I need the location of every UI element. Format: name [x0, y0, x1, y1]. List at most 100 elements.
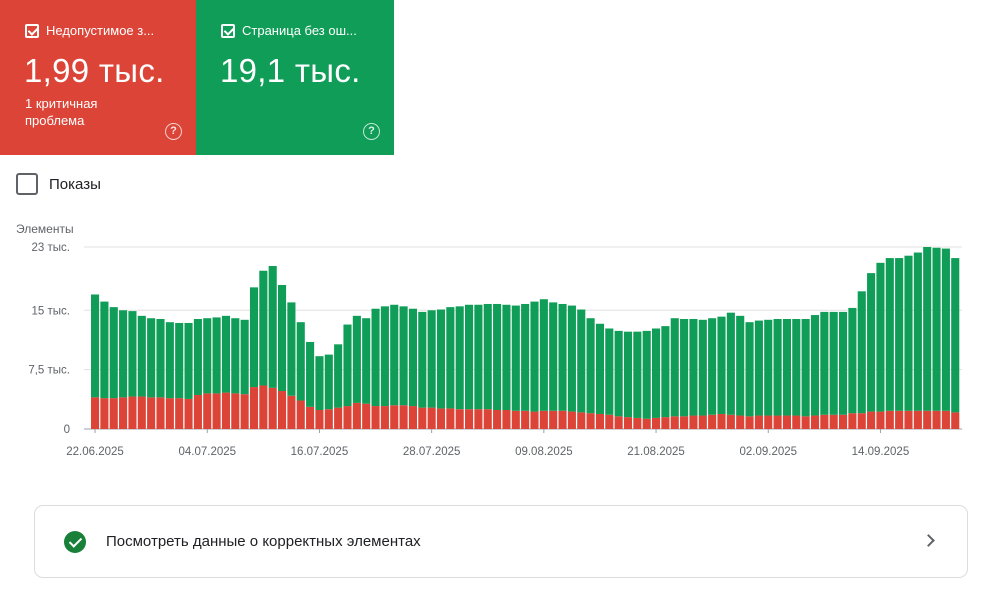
impressions-checkbox[interactable] — [16, 173, 38, 195]
bar-valid — [390, 304, 399, 406]
bar-invalid — [399, 405, 408, 429]
bar-invalid — [343, 406, 352, 429]
bar-valid — [147, 318, 156, 398]
bar-invalid — [913, 410, 922, 429]
bar-invalid — [221, 392, 230, 429]
bar-valid — [418, 311, 427, 408]
bar-valid — [278, 284, 287, 392]
y-tick-label: 15 тыс. — [32, 305, 70, 317]
bar-valid — [100, 301, 109, 399]
bar-invalid — [362, 403, 371, 429]
bar-invalid — [792, 415, 801, 429]
bar-invalid — [203, 393, 212, 429]
bar-invalid — [567, 411, 576, 429]
valid-status-card[interactable]: Страница без ош... 19,1 тыс. ? — [196, 0, 394, 155]
bar-valid — [567, 305, 576, 412]
bar-invalid — [427, 407, 436, 429]
bar-invalid — [465, 409, 474, 429]
bar-invalid — [885, 410, 894, 429]
help-icon[interactable]: ? — [363, 123, 380, 140]
valid-checkbox-icon[interactable] — [221, 23, 235, 38]
bar-invalid — [829, 414, 838, 429]
bar-invalid — [193, 394, 202, 429]
bar-invalid — [455, 409, 464, 429]
bar-valid — [296, 322, 305, 401]
bar-valid — [717, 316, 726, 414]
bar-invalid — [446, 408, 455, 429]
bar-valid — [287, 302, 296, 396]
bar-invalid — [408, 406, 417, 429]
bar-valid — [184, 322, 193, 399]
bar-invalid — [165, 398, 174, 429]
bar-invalid — [689, 415, 698, 429]
x-tick-label: 04.07.2025 — [178, 446, 236, 458]
bar-valid — [259, 270, 268, 386]
bar-valid — [605, 328, 614, 415]
bar-invalid — [904, 410, 913, 429]
bar-valid — [586, 318, 595, 414]
bar-invalid — [932, 410, 941, 429]
x-tick-label: 21.08.2025 — [627, 446, 685, 458]
valid-card-header: Страница без ош... — [221, 23, 357, 38]
bar-valid — [427, 310, 436, 408]
bar-invalid — [605, 414, 614, 429]
bar-valid — [829, 311, 838, 415]
bar-invalid — [249, 387, 259, 429]
bar-invalid — [296, 400, 305, 429]
bar-invalid — [764, 415, 773, 429]
bar-valid — [913, 252, 922, 411]
bar-valid — [212, 317, 221, 394]
bar-valid — [670, 318, 679, 417]
bar-invalid — [801, 416, 810, 429]
bar-valid — [483, 303, 492, 410]
help-icon[interactable]: ? — [165, 123, 182, 140]
bar-invalid — [810, 415, 820, 429]
bar-valid — [810, 315, 820, 416]
impressions-toggle[interactable]: Показы — [16, 173, 101, 195]
bar-valid — [801, 319, 810, 417]
bar-valid — [951, 258, 960, 413]
bar-valid — [399, 306, 408, 406]
bar-valid — [820, 311, 829, 415]
bar-valid — [549, 302, 558, 411]
invalid-checkbox-icon[interactable] — [25, 23, 39, 38]
x-tick-label: 16.07.2025 — [291, 446, 349, 458]
bar-invalid — [483, 409, 492, 429]
bar-valid — [745, 322, 754, 417]
bar-invalid — [474, 409, 483, 429]
bar-invalid — [511, 410, 520, 429]
bar-invalid — [754, 415, 763, 429]
bar-valid — [474, 304, 483, 410]
bar-invalid — [782, 415, 791, 429]
y-axis-title: Элементы — [16, 222, 74, 236]
bar-invalid — [633, 417, 642, 429]
bar-valid — [324, 354, 333, 410]
bar-valid — [895, 258, 904, 411]
bar-valid — [923, 247, 932, 411]
bar-invalid — [558, 410, 567, 429]
valid-card-title: Страница без ош... — [242, 23, 357, 38]
bar-valid — [614, 330, 623, 417]
x-tick-label: 09.08.2025 — [515, 446, 573, 458]
bar-invalid — [530, 411, 539, 429]
invalid-status-card[interactable]: Недопустимое з... 1,99 тыс. 1 критичная … — [0, 0, 196, 155]
bar-valid — [137, 315, 146, 397]
invalid-count: 1,99 тыс. — [24, 52, 165, 89]
bar-invalid — [895, 410, 904, 429]
y-tick-label: 0 — [64, 424, 70, 436]
bar-invalid — [380, 406, 389, 429]
bar-valid — [754, 320, 763, 416]
bar-valid — [857, 291, 866, 414]
bar-invalid — [352, 402, 361, 429]
stacked-bar-chart: 0 7,5 тыс. 15 тыс. 23 тыс. 22.06.2025 04.07.2… — [28, 242, 962, 458]
bar-invalid — [156, 397, 165, 429]
bar-invalid — [951, 412, 960, 429]
view-valid-items-link[interactable]: Посмотреть данные о корректных элементах — [34, 505, 968, 578]
bar-invalid — [848, 413, 857, 429]
bar-valid — [343, 324, 352, 407]
x-tick-label: 22.06.2025 — [66, 446, 124, 458]
bar-valid — [165, 322, 174, 399]
check-circle-icon — [64, 530, 86, 553]
bar-invalid — [324, 409, 333, 429]
bar-invalid — [670, 416, 679, 429]
